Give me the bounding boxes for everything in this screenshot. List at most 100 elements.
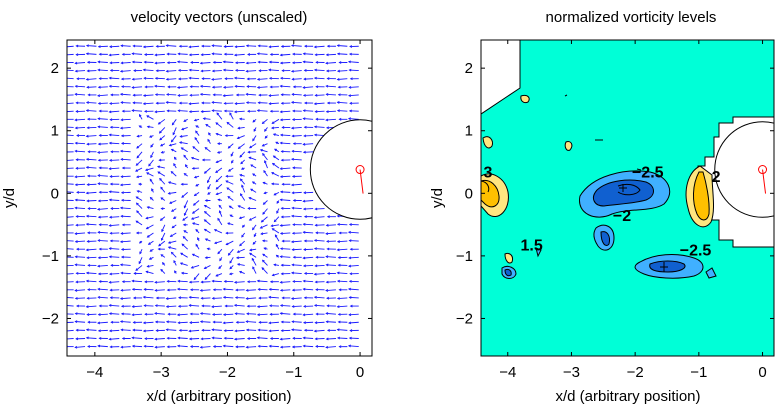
velocity-arrow: [268, 287, 279, 291]
velocity-arrow: [228, 205, 234, 209]
velocity-arrow: [154, 345, 165, 349]
velocity-arrow: [120, 191, 131, 195]
velocity-arrow: [256, 336, 268, 340]
velocity-arrow: [135, 231, 143, 235]
velocity-arrow: [86, 69, 97, 73]
velocity-arrow: [120, 232, 131, 235]
velocity-arrow: [291, 191, 302, 195]
contour-label: −2.5: [632, 164, 664, 181]
velocity-arrow: [189, 85, 200, 89]
velocity-arrow: [160, 150, 165, 154]
velocity-arrow: [280, 272, 291, 276]
velocity-arrow: [177, 94, 188, 97]
velocity-arrow: [290, 101, 302, 104]
velocity-arrow: [67, 77, 74, 80]
vorticity-xtick-label: 0: [758, 364, 766, 381]
velocity-arrow: [131, 279, 143, 283]
velocity-arrow: [247, 53, 257, 56]
velocity-arrow: [85, 134, 97, 138]
velocity-arrow: [348, 223, 359, 226]
velocity-arrow: [245, 288, 257, 292]
velocity-arrow: [67, 69, 74, 72]
vorticity-ytick-label: −1: [456, 248, 473, 265]
velocity-arrow: [256, 52, 268, 56]
velocity-arrow: [336, 248, 348, 252]
velocity-arrow: [326, 304, 336, 308]
velocity-arrow: [253, 232, 257, 238]
velocity-arrow: [67, 53, 74, 56]
velocity-arrow: [86, 117, 97, 121]
velocity-arrow: [188, 329, 200, 333]
velocity-arrow: [257, 328, 268, 332]
positive-vortex-left: [481, 173, 509, 217]
velocity-arrow: [263, 247, 268, 250]
velocity-arrow: [271, 162, 280, 169]
velocity-arrow: [262, 253, 268, 258]
velocity-arrow: [252, 240, 257, 245]
velocity-arrow: [225, 180, 234, 185]
velocity-arrow: [302, 109, 314, 113]
vorticity-ytick-label: 0: [465, 185, 473, 202]
velocity-arrow: [67, 345, 74, 349]
velocity-arrow: [270, 224, 279, 228]
velocity-arrow: [325, 263, 336, 267]
velocity-arrow: [280, 158, 291, 162]
velocity-arrow: [188, 295, 200, 299]
velocity-arrow: [121, 280, 131, 284]
velocity-arrow: [280, 206, 291, 210]
velocity-arrow: [74, 61, 86, 65]
velocity-arrow: [233, 337, 245, 341]
velocity-arrow: [169, 200, 177, 204]
velocity-arrow: [268, 344, 279, 348]
velocity-arrow: [157, 171, 166, 177]
velocity-arrow: [233, 53, 245, 57]
velocity-arrow: [120, 77, 131, 81]
velocity-arrow: [218, 210, 223, 217]
velocity-arrow: [98, 247, 108, 251]
velocity-arrow: [226, 121, 234, 128]
velocity-arrow: [349, 77, 359, 81]
velocity-arrow: [246, 85, 257, 88]
velocity-arrow: [76, 247, 86, 251]
velocity-arrow: [97, 256, 108, 260]
velocity-arrow: [303, 69, 314, 72]
velocity-arrow: [203, 265, 211, 269]
velocity-arrow: [158, 240, 166, 247]
velocity-arrow: [245, 320, 257, 324]
velocity-arrow: [151, 188, 154, 193]
velocity-arrow: [271, 118, 280, 124]
velocity-arrow: [224, 134, 234, 138]
velocity-arrow: [240, 159, 246, 165]
velocity-arrow: [120, 44, 131, 48]
velocity-arrow: [279, 110, 291, 114]
velocity-arrow: [109, 158, 120, 162]
velocity-arrow: [203, 167, 211, 174]
velocity-arrow: [67, 61, 74, 64]
velocity-arrow: [338, 231, 348, 235]
velocity-arrow: [292, 280, 302, 283]
velocity-arrow: [146, 232, 154, 238]
velocity-arrow: [227, 222, 234, 226]
velocity-arrow: [348, 321, 359, 325]
velocity-arrow: [314, 337, 325, 341]
velocity-arrow: [86, 142, 97, 146]
velocity-arrow: [347, 287, 359, 291]
velocity-arrow: [87, 150, 97, 154]
velocity-arrow: [74, 141, 86, 145]
velocity-arrow: [135, 265, 143, 271]
velocity-arrow: [109, 231, 120, 235]
velocity-arrow: [336, 109, 348, 113]
velocity-arrow: [109, 296, 120, 300]
velocity-arrow: [97, 174, 108, 177]
velocity-arrow: [336, 77, 348, 81]
velocity-arrow: [347, 60, 359, 64]
velocity-arrow: [292, 223, 302, 227]
velocity-arrow: [170, 171, 177, 177]
velocity-arrow: [74, 92, 86, 96]
velocity-arrow: [155, 44, 165, 48]
velocity-arrow: [218, 265, 223, 270]
velocity-arrow: [235, 93, 245, 97]
velocity-arrow: [280, 45, 291, 48]
velocity-arrow: [215, 132, 223, 136]
velocity-arrow: [281, 239, 291, 243]
